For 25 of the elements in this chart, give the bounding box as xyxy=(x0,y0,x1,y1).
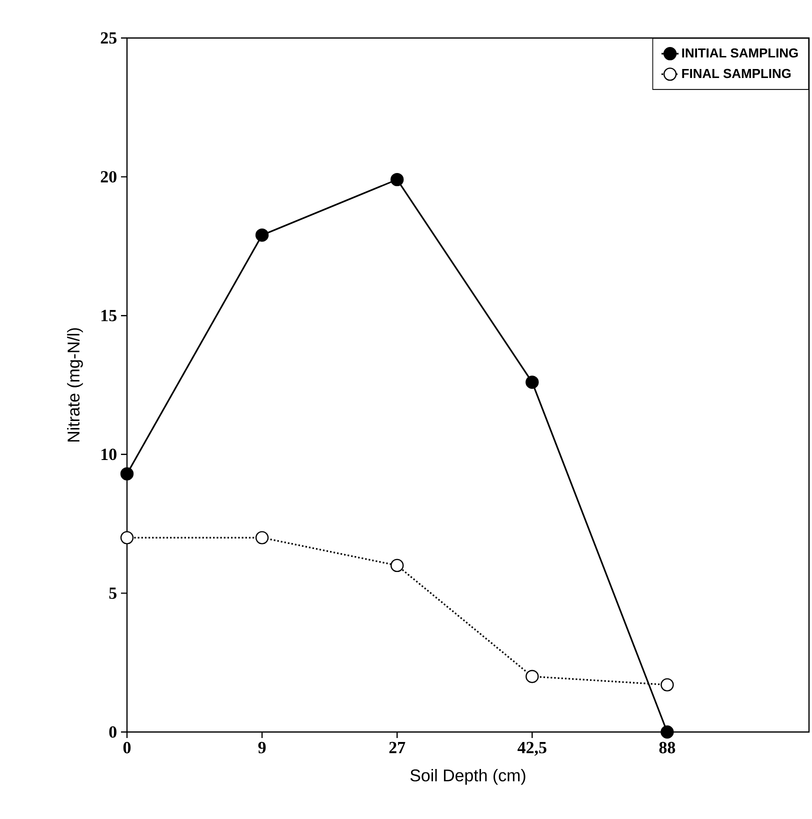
x-axis-title: Soil Depth (cm) xyxy=(410,769,526,785)
y-tick-label: 25 xyxy=(100,32,116,44)
point xyxy=(526,670,539,684)
point xyxy=(660,725,674,739)
legend-label: FINAL SAMPLING xyxy=(682,68,791,78)
legend-label: INITIAL SAMPLING xyxy=(682,48,798,58)
x-tick-label: 42,5 xyxy=(518,742,546,756)
point xyxy=(390,558,404,572)
point xyxy=(390,172,404,186)
y-tick-label: 0 xyxy=(109,726,116,738)
point xyxy=(526,376,539,389)
y-tick-label: 20 xyxy=(100,171,116,183)
y-tick-label: 15 xyxy=(102,310,116,322)
x-tick-label: 0 xyxy=(123,742,131,754)
point xyxy=(255,228,269,242)
y-tick-label: 10 xyxy=(102,448,116,460)
x-tick-label: 27 xyxy=(389,742,406,754)
x-tick-label: 9 xyxy=(258,742,266,754)
point xyxy=(660,678,674,692)
point xyxy=(120,467,134,480)
point xyxy=(255,531,269,544)
x-tick-label: 88 xyxy=(659,742,676,754)
y-axis-title: Nitrate (mg-N/l) xyxy=(67,328,83,442)
y-tick-label: 5 xyxy=(109,588,116,599)
point xyxy=(120,531,134,544)
